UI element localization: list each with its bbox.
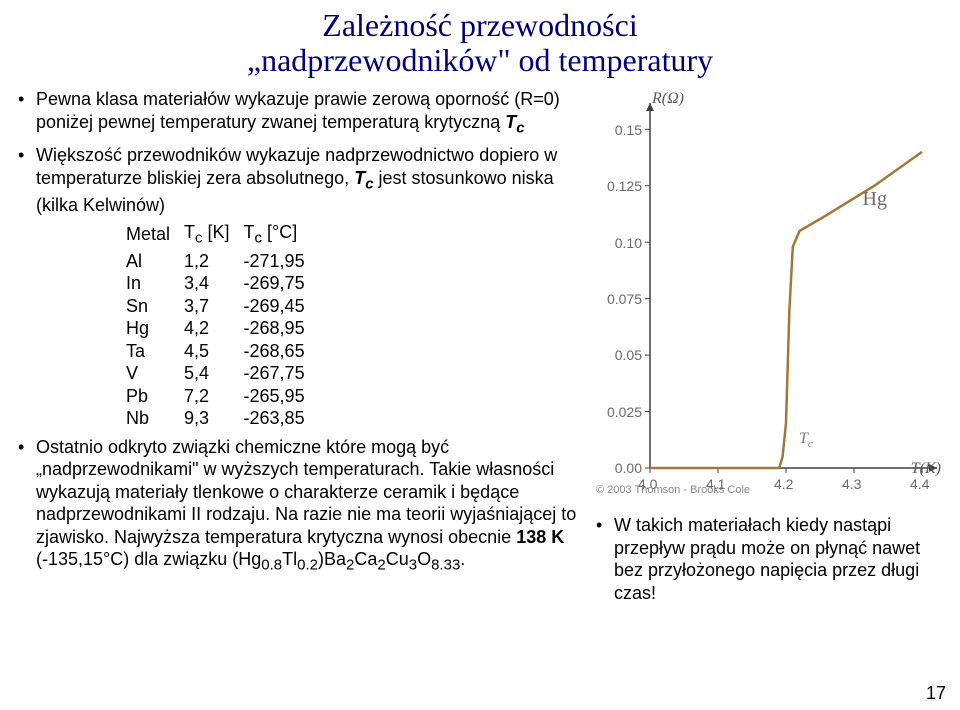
table-cell: -269,45 [244,295,319,318]
tccs: c [808,438,813,450]
table-cell: V [126,362,184,385]
table-cell: 5,4 [184,362,244,385]
table-row: Nb9,3-263,85 [126,407,319,430]
y-tick-label: 0.075 [607,291,642,307]
b3f: Cu [386,549,409,569]
table-h1: Metal [126,221,184,250]
table-cell: In [126,272,184,295]
resistance-chart: R(Ω) T(K) Hg Tc 0.00 0.025 0.05 0.075 0.10 0.… [592,88,947,508]
table-cell: 3,7 [184,295,244,318]
h3a: T [244,222,255,242]
b3g: O [417,549,431,569]
tc-symbol-2: Tc [354,168,373,188]
b3a: Ostatnio odkryto związki chemiczne które… [36,437,576,547]
title-line-2: „nadprzewodników" od temperatury [247,42,713,78]
table-cell: 7,2 [184,385,244,408]
x-tick-label: 4.4 [910,476,929,492]
b3c: Tl [282,549,297,569]
bullet-2: Większość przewodników wykazuje nadprzew… [14,144,584,430]
table-row: Sn3,7-269,45 [126,295,319,318]
y-tick-label: 0.00 [615,460,642,476]
h2s: c [195,229,203,246]
table-cell: 9,3 [184,407,244,430]
s6: 8.33 [431,557,460,574]
table-row: Pb7,2-265,95 [126,385,319,408]
table-cell: Nb [126,407,184,430]
b3bold: 138 K [516,527,564,547]
table-row: In3,4-269,75 [126,272,319,295]
table-h2: Tc [K] [184,221,244,250]
hg-label: Hg [863,188,887,211]
table-cell: -267,75 [244,362,319,385]
table-cell: 1,2 [184,250,244,273]
right-column: R(Ω) T(K) Hg Tc 0.00 0.025 0.05 0.075 0.10 0.… [584,88,944,610]
table-cell: 4,5 [184,340,244,363]
table-cell: -263,85 [244,407,319,430]
bullet-1: Pewna klasa materiałów wykazuje prawie z… [14,88,584,138]
page-number: 17 [926,683,946,704]
b3d: )Ba [318,549,346,569]
xlbl: T(K) [911,460,941,477]
table-cell: Sn [126,295,184,318]
metals-table: Metal Tc [K] Tc [°C] Al1,2-271,95In3,4-2… [36,221,584,430]
table-row: Ta4,5-268,65 [126,340,319,363]
b3e: Ca [354,549,377,569]
y-tick-label: 0.15 [615,122,642,138]
table-cell: 4,2 [184,317,244,340]
s4: 2 [377,557,385,574]
y-tick-label: 0.05 [615,347,642,363]
s1: 0.8 [261,557,282,574]
tc2-c: c [365,175,373,192]
table-cell: -268,65 [244,340,319,363]
tc-t: T [505,112,516,132]
left-column: Pewna klasa materiałów wykazuje prawie z… [14,88,584,610]
table-cell: Ta [126,340,184,363]
y-tick-label: 0.025 [607,404,642,420]
bullet-1-text: Pewna klasa materiałów wykazuje prawie z… [36,89,560,132]
table-cell: Al [126,250,184,273]
b3h: . [460,549,465,569]
h2u: [K] [203,222,230,242]
main-content: Pewna klasa materiałów wykazuje prawie z… [0,78,960,610]
y-tick-label: 0.10 [615,235,642,251]
table-cell: Hg [126,317,184,340]
h3u: [°C] [262,222,297,242]
table-cell: -268,95 [244,317,319,340]
x-tick-label: 4.3 [842,476,861,492]
h2a: T [184,222,195,242]
chart-copyright: © 2003 Thomson - Brooks Cole [596,484,750,496]
tc2-t: T [354,168,365,188]
tc-symbol: Tc [505,112,524,132]
table-row: Hg4,2-268,95 [126,317,319,340]
tcc: T [799,430,808,447]
table-row: V5,4-267,75 [126,362,319,385]
bullet-3: Ostatnio odkryto związki chemiczne które… [14,436,584,576]
right-caption: W takich materiałach kiedy nastąpi przep… [592,514,944,604]
table-row: Al1,2-271,95 [126,250,319,273]
table-cell: -265,95 [244,385,319,408]
table-cell: -269,75 [244,272,319,295]
y-axis-label: R(Ω) [652,90,684,108]
chart-svg [592,88,947,508]
table-cell: Pb [126,385,184,408]
title-line-1: Zależność przewodności [322,7,637,43]
s2: 0.2 [297,557,318,574]
table-cell: 3,4 [184,272,244,295]
table-h3: Tc [°C] [244,221,319,250]
x-tick-label: 4.2 [774,476,793,492]
b3b: (-135,15°C) dla związku (Hg [36,549,261,569]
y-tick-label: 0.125 [607,178,642,194]
table-cell: -271,95 [244,250,319,273]
slide-title: Zależność przewodności „nadprzewodników"… [0,0,960,78]
tc-chart-label: Tc [799,430,813,450]
s5: 3 [409,557,417,574]
h3s: c [255,229,263,246]
tc-c: c [516,119,524,136]
